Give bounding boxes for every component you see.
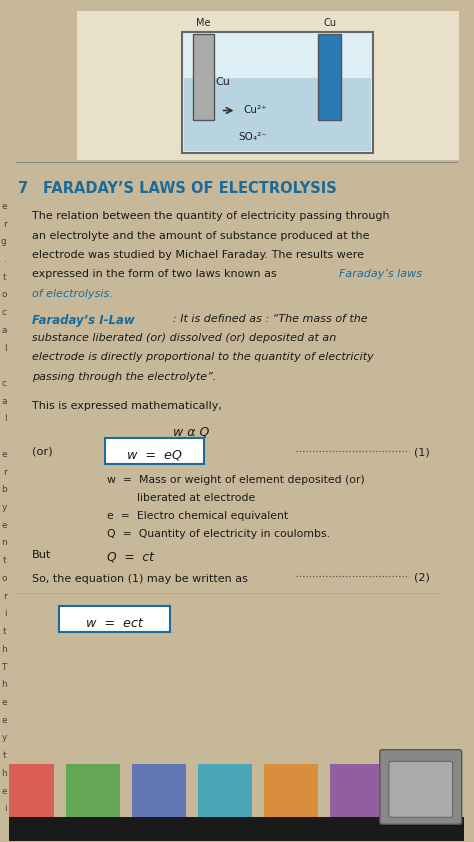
FancyBboxPatch shape xyxy=(132,764,186,840)
Text: (2): (2) xyxy=(414,573,430,583)
Text: Q  =  Quantity of electricity in coulombs.: Q = Quantity of electricity in coulombs. xyxy=(107,529,330,539)
Text: l: l xyxy=(4,414,7,424)
FancyBboxPatch shape xyxy=(9,818,464,840)
Text: Faraday’s I-Law: Faraday’s I-Law xyxy=(32,314,135,327)
FancyBboxPatch shape xyxy=(66,764,120,840)
Text: Q  =  ct: Q = ct xyxy=(107,551,154,563)
FancyBboxPatch shape xyxy=(330,764,384,840)
Text: Me: Me xyxy=(196,18,211,28)
Text: But: But xyxy=(32,551,51,561)
Text: 7: 7 xyxy=(18,181,28,196)
FancyBboxPatch shape xyxy=(389,761,453,818)
Text: i: i xyxy=(4,804,7,813)
FancyBboxPatch shape xyxy=(396,764,450,840)
FancyBboxPatch shape xyxy=(193,34,214,120)
Text: Cu²⁺: Cu²⁺ xyxy=(243,105,267,115)
Text: r: r xyxy=(3,592,7,600)
Text: T: T xyxy=(1,663,7,672)
Text: substance liberated (or) dissolved (or) deposited at an: substance liberated (or) dissolved (or) … xyxy=(32,333,336,343)
Text: liberated at electrode: liberated at electrode xyxy=(137,493,255,503)
Text: This is expressed mathematically,: This is expressed mathematically, xyxy=(32,401,222,411)
Text: o: o xyxy=(1,290,7,300)
FancyBboxPatch shape xyxy=(184,77,371,151)
Text: y: y xyxy=(1,503,7,512)
Text: c: c xyxy=(2,379,7,388)
Text: i: i xyxy=(4,610,7,618)
Text: e: e xyxy=(1,786,7,796)
Text: r: r xyxy=(3,467,7,477)
Text: w  =  Mass or weight of element deposited (or): w = Mass or weight of element deposited … xyxy=(107,475,365,485)
Text: .: . xyxy=(4,255,7,264)
Text: e: e xyxy=(1,450,7,459)
Text: y: y xyxy=(1,733,7,743)
Text: electrode is directly proportional to the quantity of electricity: electrode is directly proportional to th… xyxy=(32,353,374,362)
FancyBboxPatch shape xyxy=(0,764,55,840)
Text: Cu: Cu xyxy=(215,77,230,88)
Text: t: t xyxy=(3,751,7,760)
Text: a: a xyxy=(1,397,7,406)
Text: (or): (or) xyxy=(32,447,52,457)
Text: The relation between the quantity of electricity passing through: The relation between the quantity of ele… xyxy=(32,211,389,221)
Text: w  =  eQ: w = eQ xyxy=(127,449,182,461)
FancyBboxPatch shape xyxy=(198,764,252,840)
FancyBboxPatch shape xyxy=(182,32,373,153)
Text: electrode was studied by Michael Faraday. The results were: electrode was studied by Michael Faraday… xyxy=(32,250,364,260)
Text: e: e xyxy=(1,716,7,725)
Text: w α Q: w α Q xyxy=(173,425,209,438)
Text: e  =  Electro chemical equivalent: e = Electro chemical equivalent xyxy=(107,511,288,521)
Text: expressed in the form of two laws known as: expressed in the form of two laws known … xyxy=(32,269,276,280)
FancyBboxPatch shape xyxy=(380,749,462,824)
Text: n: n xyxy=(1,539,7,547)
Text: w  =  ect: w = ect xyxy=(86,616,143,630)
Text: e: e xyxy=(1,520,7,530)
FancyBboxPatch shape xyxy=(77,11,459,160)
Text: c: c xyxy=(2,308,7,317)
Text: an electrolyte and the amount of substance produced at the: an electrolyte and the amount of substan… xyxy=(32,231,369,241)
Text: b: b xyxy=(1,485,7,494)
Text: of electrolysis.: of electrolysis. xyxy=(32,289,112,299)
Text: So, the equation (1) may be written as: So, the equation (1) may be written as xyxy=(32,573,247,584)
Text: t: t xyxy=(3,273,7,282)
Text: t: t xyxy=(3,627,7,636)
Text: g: g xyxy=(1,237,7,247)
Text: l: l xyxy=(4,344,7,353)
Text: e: e xyxy=(1,698,7,707)
Text: h: h xyxy=(1,769,7,778)
Text: t: t xyxy=(3,557,7,565)
Text: FARADAY’S LAWS OF ELECTROLYSIS: FARADAY’S LAWS OF ELECTROLYSIS xyxy=(43,181,337,196)
FancyBboxPatch shape xyxy=(264,764,319,840)
FancyBboxPatch shape xyxy=(319,34,341,120)
Text: r: r xyxy=(3,220,7,228)
Text: h: h xyxy=(1,645,7,653)
FancyBboxPatch shape xyxy=(105,438,204,464)
Text: passing through the electrolyte”.: passing through the electrolyte”. xyxy=(32,372,216,381)
Text: : It is defined as : “The mass of the: : It is defined as : “The mass of the xyxy=(173,314,367,323)
Text: Faraday’s laws: Faraday’s laws xyxy=(339,269,422,280)
Text: Cu: Cu xyxy=(323,18,336,28)
Text: (1): (1) xyxy=(414,448,429,458)
FancyBboxPatch shape xyxy=(59,606,170,632)
Text: a: a xyxy=(1,326,7,335)
Text: o: o xyxy=(1,574,7,583)
Text: h: h xyxy=(1,680,7,690)
Text: e: e xyxy=(1,202,7,210)
Text: SO₄²⁻: SO₄²⁻ xyxy=(239,132,267,141)
